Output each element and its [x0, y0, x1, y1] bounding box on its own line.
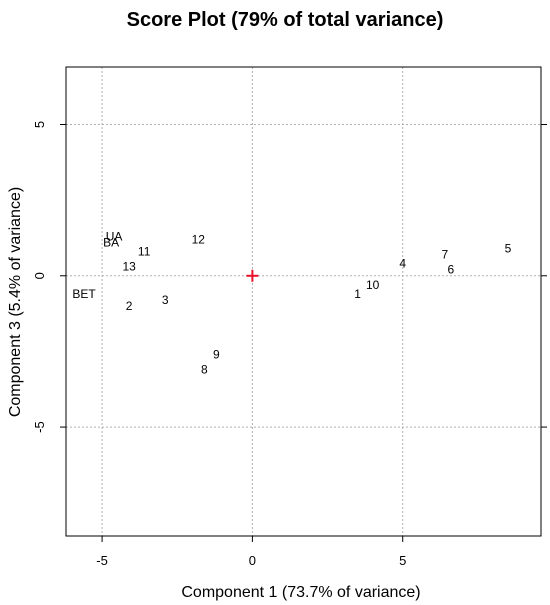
x-tick-label: -5	[96, 553, 108, 568]
point-label-5: 5	[505, 242, 512, 256]
y-tick-label: -5	[32, 421, 47, 433]
point-label-13: 13	[122, 260, 136, 274]
point-label-ua: UA	[106, 229, 123, 243]
point-label-8: 8	[201, 363, 208, 377]
x-tick-label: 5	[399, 553, 406, 568]
y-tick-label: 5	[32, 121, 47, 128]
point-label-bet: BET	[72, 287, 96, 301]
point-label-6: 6	[447, 263, 454, 277]
y-tick-label: 0	[32, 272, 47, 279]
plot-frame	[65, 66, 542, 537]
point-label-2: 2	[126, 299, 133, 313]
chart-title: Score Plot (79% of total variance)	[127, 9, 444, 31]
point-label-4: 4	[399, 257, 406, 271]
x-tick-label: 0	[249, 553, 256, 568]
x-axis-label: Component 1 (73.7% of variance)	[181, 584, 420, 601]
point-label-12: 12	[192, 232, 206, 246]
point-label-7: 7	[441, 248, 448, 262]
point-label-10: 10	[366, 278, 380, 292]
point-label-1: 1	[354, 287, 361, 301]
point-label-3: 3	[162, 293, 169, 307]
point-label-11: 11	[138, 245, 151, 259]
y-axis-label: Component 3 (5.4% of variance)	[7, 187, 24, 417]
point-label-9: 9	[213, 347, 220, 361]
point-label-ba: BA	[103, 235, 119, 249]
